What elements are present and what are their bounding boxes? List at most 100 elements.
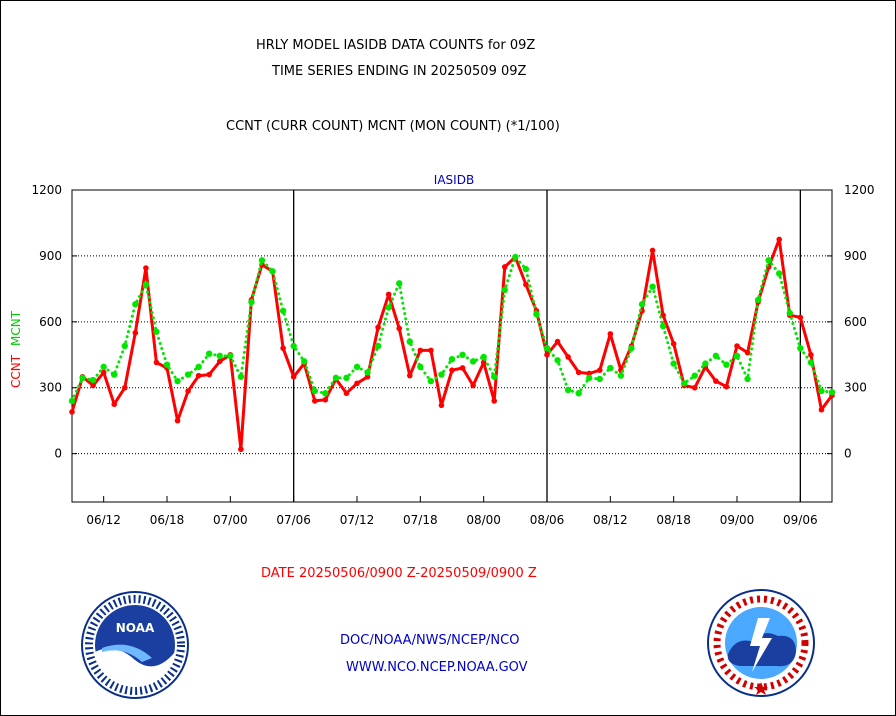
point-ccnt [143,265,149,271]
series-line-ccnt [70,237,834,451]
y-tick-label-right: 300 [844,381,867,395]
point-mcnt [564,386,572,394]
point-ccnt [396,325,403,332]
point-mcnt [301,358,308,365]
axes-layer [71,189,833,503]
point-mcnt [311,387,318,395]
point-mcnt [828,388,836,396]
point-ccnt [586,370,593,377]
point-mcnt [723,361,730,368]
point-ccnt [776,236,783,243]
ylabel-mcnt: MCNT [9,310,23,346]
x-tick-label: 08/18 [656,513,691,527]
point-mcnt [807,359,815,366]
point-mcnt [417,363,424,371]
point-ccnt [501,264,508,270]
point-mcnt [797,344,804,352]
point-ccnt [280,345,286,351]
point-mcnt [248,298,255,306]
point-mcnt [575,390,582,397]
point-ccnt [153,359,160,366]
point-ccnt [691,384,698,391]
point-mcnt [100,363,107,371]
point-ccnt [428,347,434,354]
point-mcnt [638,301,646,308]
point-mcnt [195,363,202,371]
plot-title: IASIDB [434,173,474,187]
point-ccnt [544,351,550,358]
point-ccnt [818,406,825,413]
point-mcnt [459,351,466,358]
point-mcnt [607,364,614,372]
point-mcnt [554,357,561,364]
point-mcnt [765,257,772,264]
grid-layer [72,255,832,455]
point-mcnt [786,309,793,317]
point-ccnt [723,383,730,390]
x-tick-label: 06/12 [86,513,121,527]
point-mcnt [174,377,181,385]
y-tick-label-right: 600 [844,315,867,329]
point-mcnt [691,372,698,379]
point-ccnt [417,347,424,354]
point-mcnt [491,373,498,380]
point-mcnt [427,377,435,385]
point-ccnt [290,373,297,380]
plot-frame [71,189,833,503]
point-ccnt [470,382,476,389]
point-mcnt [396,280,403,287]
point-ccnt [438,402,445,409]
chart-svg: 0 0 300 300 600 600 900 900 1200 1200 06/12 06/18 07… [9,173,875,527]
point-mcnt [121,342,128,350]
point-mcnt [290,342,297,350]
point-mcnt [89,376,97,384]
ylabel-ccnt: CCNT [9,354,23,388]
point-ccnt [459,365,466,371]
y-tick-label-left: 600 [39,315,62,329]
point-ccnt [713,378,719,384]
point-ccnt [364,373,371,380]
point-ccnt [406,372,413,379]
point-mcnt [364,369,371,376]
series-line-mcnt [70,255,834,403]
point-mcnt [406,338,413,345]
point-mcnt [279,307,287,315]
point-ccnt [523,281,529,288]
point-ccnt [575,369,582,376]
point-mcnt [712,352,720,360]
point-mcnt [702,360,709,367]
point-ccnt [132,330,139,336]
point-mcnt [818,387,825,395]
point-ccnt [195,372,202,379]
y-tick-label-left: 300 [39,381,62,395]
point-mcnt [216,352,223,360]
y-tick-label-left: 1200 [31,183,62,197]
point-ccnt [69,409,75,415]
point-mcnt [533,310,540,318]
point-mcnt [480,353,487,361]
point-mcnt [469,358,477,365]
point-ccnt [238,446,244,453]
point-mcnt [649,283,656,290]
website-link[interactable]: WWW.NCO.NCEP.NOAA.GOV [346,660,528,675]
point-mcnt [501,286,508,294]
point-mcnt [733,352,741,360]
point-mcnt [776,270,783,277]
point-mcnt [227,352,234,360]
point-mcnt [543,344,551,352]
point-mcnt [68,397,76,405]
y-tick-label-right: 0 [844,447,852,461]
point-mcnt [322,390,329,397]
x-tick-label: 08/12 [593,513,628,527]
x-tick-label: 09/00 [720,513,755,527]
point-mcnt [269,268,276,275]
x-tick-label: 07/00 [213,513,248,527]
y-tick-label-right: 1200 [844,183,875,197]
point-ccnt [375,324,381,331]
point-ccnt [596,367,603,373]
point-mcnt [332,374,340,382]
point-ccnt [744,349,751,356]
point-mcnt [258,257,266,264]
point-ccnt [554,338,561,345]
